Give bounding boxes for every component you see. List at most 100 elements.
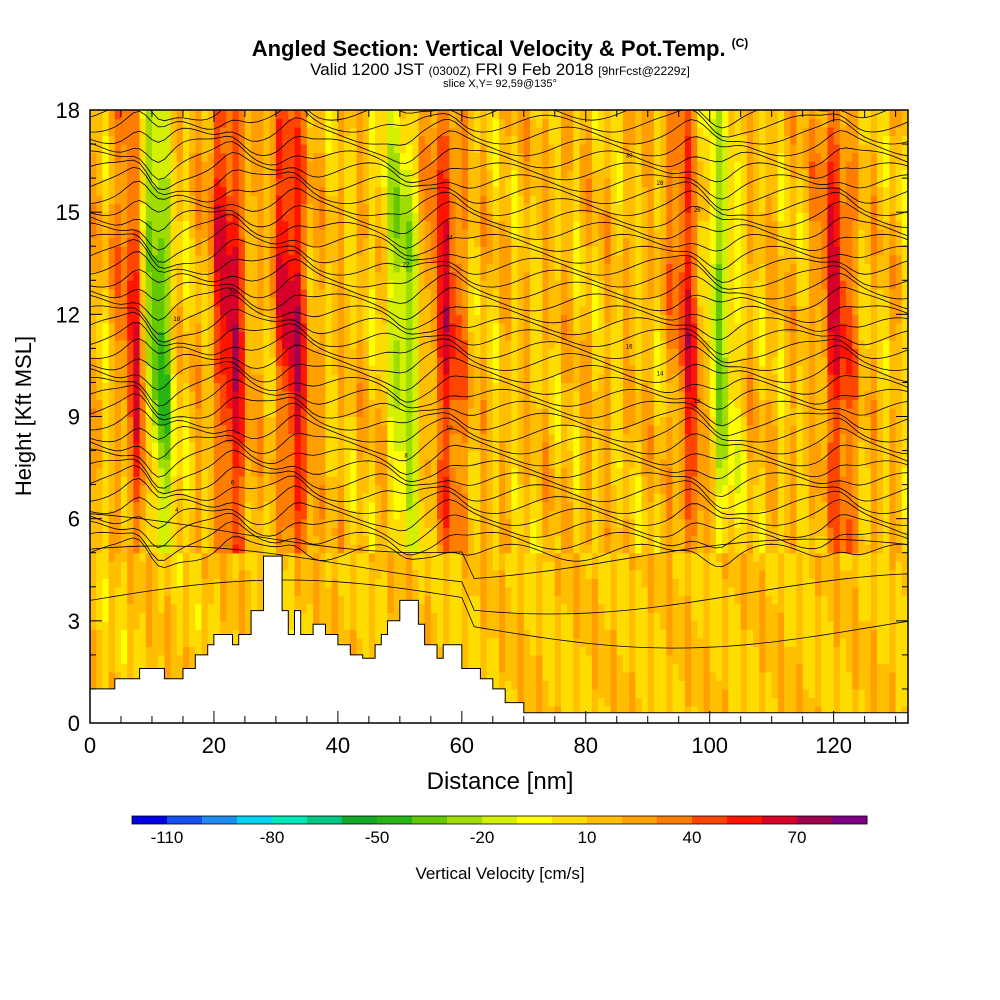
velocity-cell — [399, 237, 407, 247]
velocity-cell — [461, 135, 469, 145]
velocity-cell — [356, 348, 364, 358]
velocity-cell — [375, 212, 382, 222]
velocity-cell — [213, 322, 221, 332]
velocity-cell — [362, 305, 370, 315]
velocity-cell — [412, 118, 420, 128]
velocity-cell — [406, 578, 413, 588]
velocity-cell — [375, 569, 382, 579]
velocity-cell — [362, 152, 370, 162]
velocity-cell — [443, 229, 451, 239]
velocity-cell — [139, 603, 147, 613]
velocity-cell — [437, 314, 444, 324]
velocity-cell — [244, 212, 252, 222]
velocity-cell — [263, 263, 271, 273]
velocity-cell — [511, 152, 519, 162]
velocity-cell — [319, 237, 327, 247]
velocity-cell — [275, 518, 283, 528]
velocity-cell — [461, 271, 469, 281]
velocity-cell — [511, 348, 519, 358]
velocity-cell — [350, 169, 358, 179]
velocity-cell — [145, 603, 153, 613]
velocity-cell — [517, 620, 525, 630]
velocity-cell — [319, 578, 327, 588]
velocity-cell — [319, 561, 327, 571]
velocity-cell — [257, 152, 265, 162]
velocity-cell — [288, 467, 296, 477]
velocity-cell — [387, 229, 395, 239]
velocity-cell — [158, 459, 165, 469]
velocity-cell — [381, 169, 389, 179]
velocity-cell — [127, 586, 134, 596]
velocity-cell — [399, 518, 407, 528]
velocity-cell — [269, 450, 277, 460]
velocity-cell — [424, 263, 432, 273]
velocity-cell — [195, 263, 203, 273]
velocity-cell — [375, 578, 382, 588]
velocity-cell — [474, 288, 482, 298]
velocity-cell — [195, 467, 203, 477]
velocity-cell — [133, 348, 141, 358]
velocity-cell — [461, 314, 469, 324]
velocity-cell — [232, 246, 240, 256]
velocity-cell — [232, 339, 240, 349]
velocity-cell — [437, 178, 444, 188]
title-unit: (C) — [731, 36, 749, 50]
velocity-cell — [356, 263, 364, 273]
velocity-cell — [300, 178, 308, 188]
velocity-cell — [517, 697, 525, 707]
velocity-cell — [257, 425, 265, 435]
velocity-cell — [344, 629, 351, 639]
velocity-cell — [455, 322, 463, 332]
velocity-cell — [207, 135, 215, 145]
velocity-cell — [368, 348, 376, 358]
velocity-cell — [381, 561, 389, 571]
velocity-cell — [387, 305, 395, 315]
velocity-cell — [145, 314, 153, 324]
velocity-cell — [331, 356, 339, 367]
velocity-cell — [443, 569, 451, 579]
velocity-cell — [195, 407, 203, 418]
velocity-cell — [170, 297, 178, 307]
velocity-cell — [195, 595, 203, 605]
velocity-cell — [362, 425, 370, 435]
velocity-cell — [96, 229, 103, 239]
velocity-cell — [201, 646, 209, 656]
velocity-cell — [443, 118, 451, 128]
velocity-cell — [412, 467, 420, 477]
velocity-cell — [455, 450, 463, 460]
velocity-cell — [288, 305, 296, 315]
velocity-cell — [449, 390, 457, 401]
velocity-cell — [499, 646, 506, 656]
velocity-cell — [244, 416, 252, 426]
velocity-cell — [176, 518, 184, 528]
velocity-cell — [102, 263, 110, 273]
velocity-cell — [114, 356, 122, 367]
velocity-cell — [313, 510, 320, 520]
valid-prefix: Valid 1200 JST — [310, 60, 424, 79]
velocity-cell — [468, 314, 475, 324]
velocity-cell — [263, 280, 271, 290]
velocity-cell — [257, 118, 265, 128]
velocity-cell — [170, 288, 178, 298]
velocity-cell — [102, 390, 110, 401]
velocity-cell — [474, 118, 482, 128]
velocity-cell — [282, 127, 289, 137]
velocity-cell — [437, 603, 444, 613]
velocity-cell — [418, 450, 426, 460]
velocity-cell — [282, 246, 289, 256]
velocity-cell — [226, 425, 234, 435]
velocity-cell — [133, 654, 141, 664]
velocity-cell — [220, 586, 227, 596]
velocity-cell — [406, 118, 413, 128]
velocity-cell — [412, 586, 420, 596]
velocity-cell — [443, 612, 451, 622]
velocity-cell — [499, 399, 506, 409]
velocity-cell — [114, 578, 122, 588]
velocity-cell — [170, 356, 178, 367]
velocity-cell — [238, 305, 246, 315]
velocity-cell — [344, 459, 351, 469]
velocity-cell — [474, 476, 482, 486]
velocity-cell — [102, 152, 110, 162]
velocity-cell — [375, 203, 382, 213]
velocity-cell — [387, 212, 395, 222]
